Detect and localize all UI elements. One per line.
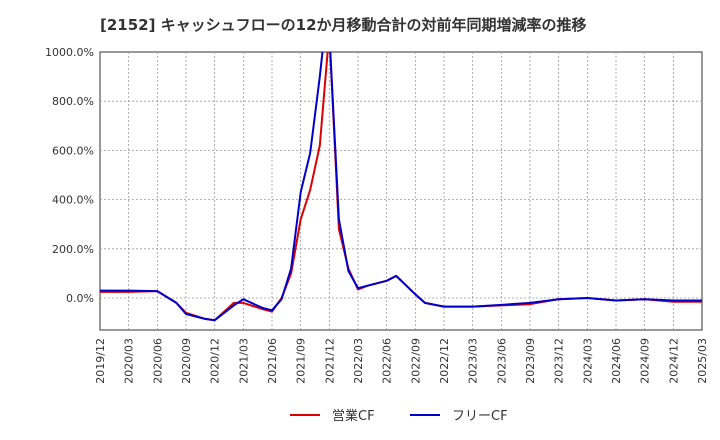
x-tick-label: 2021/09: [295, 338, 308, 384]
x-tick-label: 2021/06: [266, 338, 279, 384]
x-tick-label: 2020/03: [123, 338, 136, 384]
x-tick-label: 2025/03: [696, 338, 709, 384]
x-tick-label: 2023/09: [524, 338, 537, 384]
x-tick-label: 2022/12: [438, 338, 451, 384]
x-tick-label: 2022/06: [381, 338, 394, 384]
legend-label: 営業CF: [332, 408, 375, 424]
x-tick-label: 2020/09: [180, 338, 193, 384]
y-tick-label: 600.0%: [52, 144, 94, 157]
x-tick-label: 2022/03: [352, 338, 365, 384]
y-tick-label: 200.0%: [52, 243, 94, 256]
x-tick-label: 2022/09: [409, 338, 422, 384]
x-tick-label: 2023/06: [495, 338, 508, 384]
y-tick-label: 400.0%: [52, 194, 94, 207]
y-tick-label: 0.0%: [66, 292, 94, 305]
legend-label: フリーCF: [452, 409, 508, 424]
x-tick-label: 2020/12: [209, 338, 222, 384]
chart-title: [2152] キャッシュフローの12か月移動合計の対前年同期増減率の推移: [100, 16, 587, 34]
x-tick-label: 2024/03: [581, 338, 594, 384]
x-tick-label: 2024/09: [639, 338, 652, 384]
x-tick-label: 2024/12: [667, 338, 680, 384]
x-tick-label: 2019/12: [94, 338, 107, 384]
y-tick-label: 1000.0%: [45, 46, 94, 59]
x-tick-label: 2021/12: [323, 338, 336, 384]
y-tick-label: 800.0%: [52, 95, 94, 108]
x-tick-label: 2024/06: [610, 338, 623, 384]
x-tick-label: 2020/06: [151, 338, 164, 384]
plot-area: [99, 51, 703, 331]
x-tick-label: 2021/03: [237, 338, 250, 384]
x-tick-label: 2023/03: [467, 338, 480, 384]
series-line-free-cf: [100, 52, 702, 322]
x-tick-label: 2023/12: [553, 338, 566, 384]
